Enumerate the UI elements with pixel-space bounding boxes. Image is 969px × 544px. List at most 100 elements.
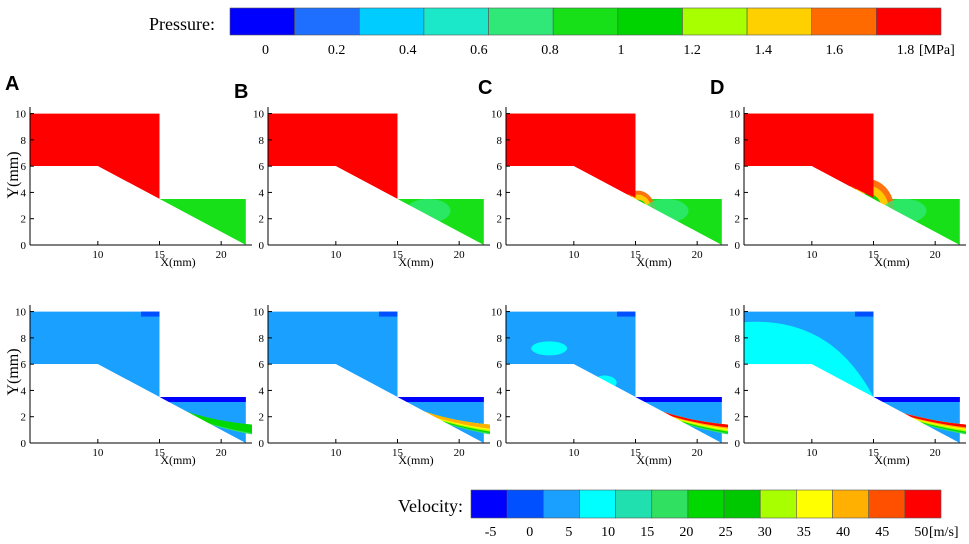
velocity-jet-contour bbox=[397, 399, 490, 429]
velocity-colorbar-cell bbox=[470, 489, 508, 519]
y-tick-label: 4 bbox=[497, 385, 503, 397]
x-axis-label: X(mm) bbox=[874, 255, 909, 269]
pressure-colorbar-tick-label: 1.4 bbox=[755, 43, 773, 58]
y-tick-label: 0 bbox=[497, 240, 503, 252]
velocity-colorbar-unit: [m/s] bbox=[929, 525, 959, 540]
x-axis-label: X(mm) bbox=[636, 255, 671, 269]
x-tick-label: 20 bbox=[930, 249, 942, 261]
seat-body bbox=[744, 166, 960, 245]
pressure-field bbox=[268, 113, 484, 245]
pressure-colorbar-cell bbox=[617, 7, 683, 36]
y-tick-label: 10 bbox=[253, 307, 265, 319]
y-tick-label: 8 bbox=[497, 333, 503, 345]
y-tick-label: 6 bbox=[497, 161, 503, 173]
pressure-colorbar: Pressure: 0 0.2 0.4 0.6 0.8 1 1.2 1.4 1.6 1.8 [MP… bbox=[149, 7, 955, 58]
pressure-colorbar-cell bbox=[358, 7, 425, 36]
pressure-field bbox=[744, 113, 960, 245]
velocity-colorbar-tick-label: 45 bbox=[875, 525, 889, 540]
pressure-colorbar-cell bbox=[552, 7, 619, 36]
pressure-colorbar-tick-label: 1.2 bbox=[683, 43, 701, 58]
velocity-colorbar-tick-label: -5 bbox=[485, 525, 497, 540]
x-tick-label: 15 bbox=[392, 447, 404, 459]
x-tick-label: 15 bbox=[392, 249, 404, 261]
velocity-panel-b: 0 2 4 6 8 10 10 15 20 X(mm) bbox=[253, 305, 490, 467]
pressure-upstream-mask bbox=[506, 113, 636, 198]
velocity-colorbar-cell bbox=[868, 489, 906, 519]
y-tick-label: 6 bbox=[259, 359, 265, 371]
pressure-colorbar-cell bbox=[294, 7, 360, 36]
pressure-upstream-mask bbox=[268, 113, 398, 198]
x-tick-label: 20 bbox=[216, 447, 228, 459]
y-tick-label: 0 bbox=[735, 240, 741, 252]
y-tick-label: 10 bbox=[729, 307, 741, 319]
y-tick-label: 8 bbox=[259, 333, 265, 345]
x-tick-label: 15 bbox=[868, 249, 880, 261]
y-tick-label: 0 bbox=[21, 240, 27, 252]
y-tick-label: 2 bbox=[259, 412, 265, 424]
velocity-colorbar-tick-label: 50 bbox=[914, 525, 928, 540]
seat-body bbox=[744, 364, 960, 443]
seat-body bbox=[506, 166, 722, 245]
x-axis-label: X(mm) bbox=[398, 453, 433, 467]
y-tick-label: 2 bbox=[21, 214, 27, 226]
velocity-upstream-region bbox=[268, 311, 398, 397]
x-tick-label: 20 bbox=[692, 249, 704, 261]
x-tick-label: 10 bbox=[806, 249, 818, 261]
y-tick-label: 0 bbox=[259, 240, 265, 252]
y-tick-label: 8 bbox=[21, 333, 27, 345]
y-tick-label: 8 bbox=[259, 135, 265, 147]
pressure-panel-a: 0 2 4 6 8 10 10 15 20 X(mm) bbox=[15, 107, 252, 269]
seat-body bbox=[268, 364, 484, 443]
pressure-panel-b: 0 2 4 6 8 10 10 15 20 X(mm) bbox=[253, 107, 490, 269]
velocity-jet-contour bbox=[159, 399, 252, 433]
pressure-colorbar-title: Pressure: bbox=[149, 14, 215, 34]
x-axis-label: X(mm) bbox=[398, 255, 433, 269]
y-tick-label: 4 bbox=[21, 187, 27, 199]
pressure-colorbar-tick-label: 1.8 bbox=[897, 43, 915, 58]
velocity-jet-contour bbox=[635, 399, 728, 428]
velocity-corner-vortex bbox=[855, 311, 874, 317]
velocity-top-wall-layer bbox=[397, 397, 484, 402]
panel-label-d: D bbox=[710, 77, 724, 99]
pressure-colorbar-tick-label: 0.8 bbox=[541, 43, 559, 58]
pressure-field bbox=[30, 113, 246, 245]
y-tick-label: 6 bbox=[735, 359, 741, 371]
y-tick-label: 6 bbox=[21, 359, 27, 371]
velocity-colorbar-cell bbox=[723, 489, 761, 519]
pressure-colorbar-ticks: 0 0.2 0.4 0.6 0.8 1 1.2 1.4 1.6 1.8 bbox=[262, 43, 914, 58]
pressure-colorbar-cell bbox=[746, 7, 813, 36]
velocity-corner-vortex bbox=[379, 311, 398, 317]
velocity-colorbar-cell bbox=[579, 489, 616, 519]
velocity-panel-d: 0 2 4 6 8 10 10 15 20 X(mm) bbox=[729, 305, 966, 467]
pressure-upstream-mask bbox=[744, 113, 874, 198]
velocity-top-wall-layer bbox=[635, 397, 722, 402]
y-tick-label: 4 bbox=[735, 187, 741, 199]
velocity-colorbar-cell bbox=[796, 489, 833, 519]
y-tick-label: 2 bbox=[21, 412, 27, 424]
y-axis-label-velocity: Y(mm) bbox=[5, 348, 22, 395]
velocity-field bbox=[506, 311, 728, 443]
y-tick-label: 8 bbox=[735, 135, 741, 147]
velocity-colorbar-tick-label: 15 bbox=[640, 525, 654, 540]
y-axis-label-pressure: Y(mm) bbox=[5, 151, 22, 198]
y-tick-label: 10 bbox=[491, 307, 503, 319]
velocity-panel-a: 0 2 4 6 8 10 10 15 20 X(mm) bbox=[15, 305, 252, 467]
x-tick-label: 10 bbox=[568, 447, 580, 459]
velocity-panel-c: 0 2 4 6 8 10 10 15 20 X(mm) bbox=[491, 305, 728, 467]
y-tick-label: 8 bbox=[497, 135, 503, 147]
seat-body bbox=[268, 166, 484, 245]
y-tick-label: 0 bbox=[21, 438, 27, 450]
y-tick-label: 6 bbox=[21, 161, 27, 173]
x-axis-label: X(mm) bbox=[636, 453, 671, 467]
y-tick-label: 0 bbox=[497, 438, 503, 450]
velocity-colorbar-tick-label: 40 bbox=[836, 525, 850, 540]
x-tick-label: 10 bbox=[568, 249, 580, 261]
x-tick-label: 10 bbox=[330, 447, 342, 459]
x-axis-label: X(mm) bbox=[874, 453, 909, 467]
y-tick-label: 4 bbox=[21, 385, 27, 397]
y-tick-label: 0 bbox=[735, 438, 741, 450]
velocity-colorbar-cells bbox=[470, 489, 942, 519]
x-tick-label: 15 bbox=[154, 447, 166, 459]
x-tick-label: 10 bbox=[806, 447, 818, 459]
pressure-colorbar-cells bbox=[229, 7, 942, 36]
